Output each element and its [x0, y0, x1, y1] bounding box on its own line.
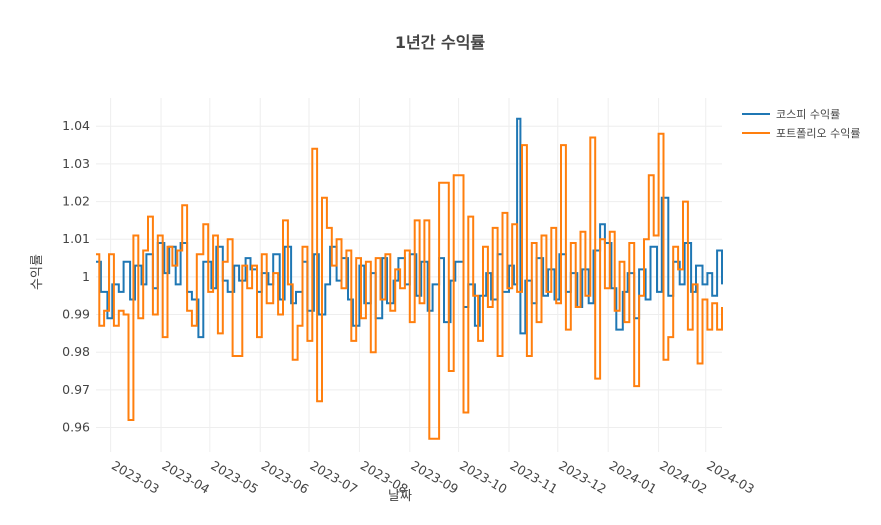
- y-tick-label: 1: [82, 269, 90, 284]
- y-tick-label: 1.03: [62, 156, 90, 171]
- legend-label: 포트폴리오 수익률: [776, 127, 860, 140]
- x-tick-label: 2023-07: [308, 458, 361, 497]
- x-tick-label: 2024-01: [607, 458, 660, 497]
- y-axis-title: 수익률: [30, 254, 45, 290]
- y-tick-label: 0.97: [62, 382, 90, 397]
- x-tick-label: 2023-03: [109, 458, 162, 497]
- x-tick-label: 2023-04: [160, 458, 213, 497]
- y-tick-label: 1.04: [62, 118, 90, 133]
- y-tick-label: 0.98: [62, 344, 90, 359]
- x-tick-label: 2024-02: [657, 458, 710, 497]
- x-tick-label: 2023-11: [507, 458, 560, 497]
- chart-title: 1년간 수익률: [395, 33, 486, 52]
- y-tick-label: 1.01: [62, 231, 90, 246]
- x-tick-label: 2023-10: [457, 458, 510, 497]
- y-tick-label: 0.99: [62, 307, 90, 322]
- x-tick-label: 2023-09: [408, 458, 461, 497]
- x-tick-label: 2023-12: [556, 458, 609, 497]
- legend-item[interactable]: 코스피 수익률: [742, 108, 840, 121]
- legend-item[interactable]: 포트폴리오 수익률: [742, 127, 860, 140]
- series-line-1[interactable]: [96, 117, 723, 339]
- y-tick-label: 1.02: [62, 194, 90, 209]
- x-tick-label: 2024-03: [704, 458, 757, 497]
- series-lines: [96, 117, 723, 440]
- y-tick-label: 0.96: [62, 420, 90, 435]
- legend-label: 코스피 수익률: [776, 108, 840, 121]
- x-axis-title: 날짜: [388, 489, 412, 504]
- y-axis-ticks: 0.96 0.97 0.98 0.99 1 1.01 1.02 1.03 1.04: [62, 118, 90, 434]
- series-line-2[interactable]: [96, 132, 723, 440]
- x-tick-label: 2023-05: [208, 458, 261, 497]
- x-tick-label: 2023-06: [259, 458, 312, 497]
